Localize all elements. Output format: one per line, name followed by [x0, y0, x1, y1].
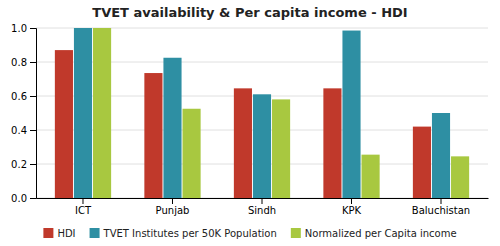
title: TVET availability & Per capita income - … [92, 5, 407, 20]
legend-item: Normalized per Capita income [291, 228, 457, 239]
x-tick: Punjab [156, 198, 190, 216]
bar [163, 58, 181, 198]
bar [144, 73, 162, 198]
legend-item: TVET Institutes per 50K Population [90, 228, 277, 239]
bar [342, 31, 360, 198]
y-tick: 0.6 [11, 91, 36, 102]
bar-series [93, 28, 469, 198]
x-axis: ICT Punjab Sindh KPK Baluchistan [37, 198, 489, 216]
legend-swatch [90, 228, 100, 238]
x-tick: Sindh [248, 198, 276, 216]
x-tick: KPK [342, 198, 362, 216]
y-tick-label: 0.6 [11, 91, 27, 102]
y-tick: 1.0 [11, 23, 36, 34]
y-tick: 0.2 [11, 159, 36, 170]
x-tick-label: Baluchistan [412, 205, 470, 216]
y-tick-label: 1.0 [11, 23, 27, 34]
bar [253, 94, 271, 198]
x-tick-mark [351, 198, 352, 204]
plot: 0.0 0.2 0.4 0.6 0.8 1.0 ICT Punjab Sindh KPK Baluc… [11, 23, 488, 216]
y-tick-label: 0.8 [11, 57, 27, 68]
chart: TVET availability & Per capita income - … [0, 0, 500, 246]
x-tick-label: Punjab [156, 205, 190, 216]
legend-label: HDI [57, 228, 75, 239]
legend-label: TVET Institutes per 50K Population [103, 228, 277, 239]
bar [93, 28, 111, 198]
y-tick-mark [30, 198, 36, 199]
x-tick-label: ICT [75, 205, 92, 216]
legend-item: HDI [43, 228, 75, 239]
bar [362, 155, 380, 198]
x-tick-label: KPK [342, 205, 362, 216]
bars [55, 28, 469, 198]
x-tick-mark [262, 198, 263, 204]
legend-swatch [43, 228, 53, 238]
y-tick-mark [30, 164, 36, 165]
y-tick: 0.4 [11, 125, 36, 136]
x-tick: ICT [75, 198, 92, 216]
x-tick-mark [172, 198, 173, 204]
bar [272, 99, 290, 198]
bar [55, 50, 73, 198]
bar-series [55, 50, 431, 198]
y-tick-mark [30, 96, 36, 97]
x-tick-mark [441, 198, 442, 204]
bar [74, 28, 92, 198]
y-tick: 0.0 [11, 193, 36, 204]
y-tick: 0.8 [11, 57, 36, 68]
y-tick-label: 0.4 [11, 125, 27, 136]
x-tick-label: Sindh [248, 205, 276, 216]
y-axis-line [30, 29, 37, 199]
bar [234, 88, 252, 198]
x-tick-mark [82, 198, 83, 204]
legend: HDI TVET Institutes per 50K Population Nor… [43, 228, 456, 239]
bar [323, 88, 341, 198]
bar [432, 113, 450, 198]
bar-series [74, 28, 450, 198]
x-tick: Baluchistan [412, 198, 470, 216]
grid [36, 28, 488, 198]
y-tick-label: 0.0 [11, 193, 27, 204]
y-tick-label: 0.2 [11, 159, 27, 170]
legend-swatch [291, 228, 301, 238]
legend-label: Normalized per Capita income [305, 228, 457, 239]
y-axis: 0.0 0.2 0.4 0.6 0.8 1.0 [11, 23, 36, 204]
bar [451, 156, 469, 198]
bar [183, 109, 201, 198]
y-tick-mark [30, 62, 36, 63]
bar [413, 127, 431, 198]
y-tick-mark [30, 130, 36, 131]
y-tick-mark [30, 28, 36, 29]
